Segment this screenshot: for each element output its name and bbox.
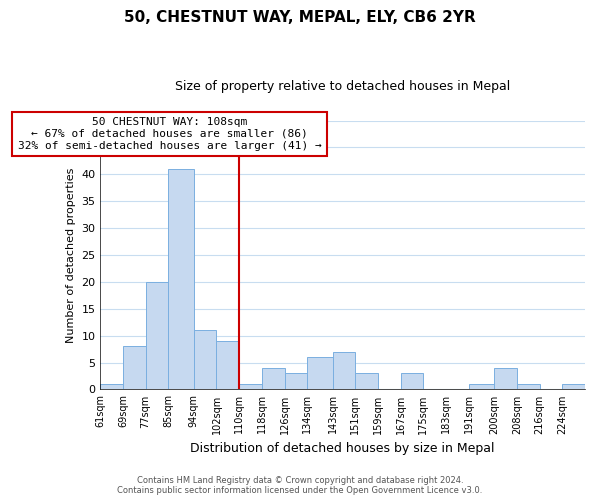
Bar [217, 341, 239, 390]
Bar [355, 374, 378, 390]
Y-axis label: Number of detached properties: Number of detached properties [66, 168, 76, 342]
Bar [494, 368, 517, 390]
Bar [168, 169, 194, 390]
Title: Size of property relative to detached houses in Mepal: Size of property relative to detached ho… [175, 80, 510, 93]
Bar [262, 368, 284, 390]
Bar [562, 384, 585, 390]
Bar [100, 384, 123, 390]
Bar [194, 330, 217, 390]
Bar [123, 346, 146, 390]
Bar [307, 357, 333, 390]
Text: Contains HM Land Registry data © Crown copyright and database right 2024.
Contai: Contains HM Land Registry data © Crown c… [118, 476, 482, 495]
Bar [469, 384, 494, 390]
Bar [333, 352, 355, 390]
Text: 50, CHESTNUT WAY, MEPAL, ELY, CB6 2YR: 50, CHESTNUT WAY, MEPAL, ELY, CB6 2YR [124, 10, 476, 25]
Bar [239, 384, 262, 390]
Text: 50 CHESTNUT WAY: 108sqm
← 67% of detached houses are smaller (86)
32% of semi-de: 50 CHESTNUT WAY: 108sqm ← 67% of detache… [18, 118, 322, 150]
Bar [146, 282, 168, 390]
Bar [517, 384, 539, 390]
Bar [284, 374, 307, 390]
Bar [401, 374, 424, 390]
X-axis label: Distribution of detached houses by size in Mepal: Distribution of detached houses by size … [190, 442, 495, 455]
